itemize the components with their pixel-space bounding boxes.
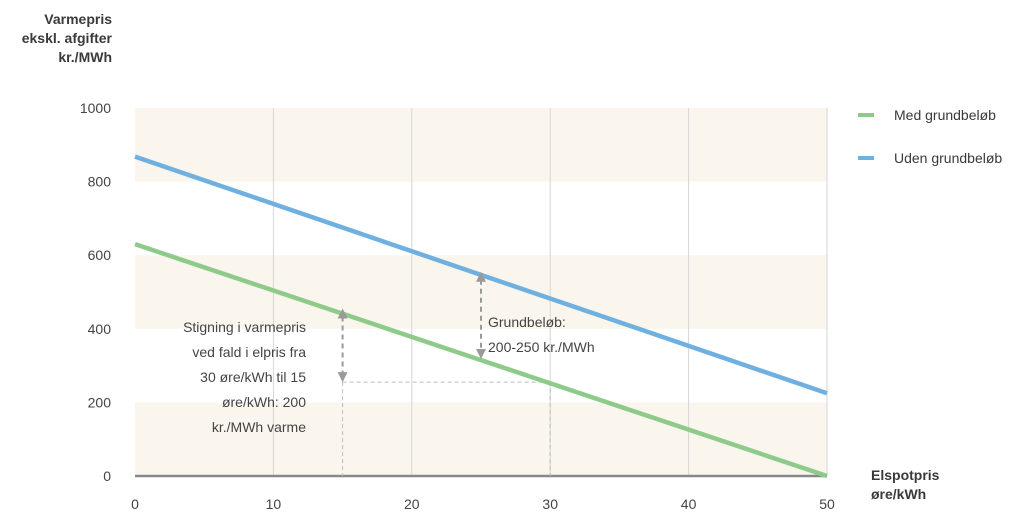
annotation-line: kr./MWh varme bbox=[211, 419, 306, 435]
arrow-head-icon bbox=[337, 308, 348, 319]
x-axis-label-line: øre/kWh bbox=[871, 486, 927, 502]
x-tick-label: 40 bbox=[681, 496, 697, 512]
y-tick-label: 1000 bbox=[80, 100, 111, 116]
x-tick-label: 10 bbox=[266, 496, 282, 512]
arrow-head-icon bbox=[476, 271, 486, 282]
y-tick-label: 0 bbox=[103, 468, 111, 484]
legend: Med grundbeløb Uden grundbeløb bbox=[858, 104, 1002, 190]
arrow-head-icon bbox=[337, 372, 348, 383]
y-tick-label: 800 bbox=[88, 174, 112, 190]
x-tick-label: 20 bbox=[404, 496, 420, 512]
legend-swatch-med bbox=[858, 113, 874, 117]
y-tick-label: 200 bbox=[88, 394, 112, 410]
legend-label-uden: Uden grundbeløb bbox=[894, 150, 1003, 166]
annotation-line: ved fald i elpris fra bbox=[192, 344, 306, 360]
x-axis-label-line: Elspotpris bbox=[871, 467, 940, 483]
x-tick-label: 30 bbox=[542, 496, 558, 512]
legend-item-med: Med grundbeløb bbox=[858, 104, 1002, 126]
arrow-head-icon bbox=[476, 348, 486, 359]
y-axis-label: Varmepris ekskl. afgifter kr./MWh bbox=[0, 10, 112, 67]
annotation-base-amount: Grundbeløb: 200-250 kr./MWh bbox=[488, 310, 658, 360]
annotation-price-increase: Stigning i varmepris ved fald i elpris f… bbox=[126, 315, 306, 440]
x-axis-label: Elspotpris øre/kWh bbox=[871, 466, 939, 504]
y-tick-label: 400 bbox=[88, 321, 112, 337]
annotation-line: 30 øre/kWh til 15 bbox=[200, 369, 306, 385]
annotation-line: 200-250 kr./MWh bbox=[488, 339, 595, 355]
annotation-line: øre/kWh: 200 bbox=[221, 394, 306, 410]
y-axis-label-line: kr./MWh bbox=[58, 49, 112, 65]
x-tick-label: 50 bbox=[819, 496, 835, 512]
y-tick-label: 600 bbox=[88, 247, 112, 263]
legend-item-uden: Uden grundbeløb bbox=[858, 147, 1002, 169]
annotation-line: Grundbeløb: bbox=[488, 314, 566, 330]
x-tick-label: 0 bbox=[131, 496, 139, 512]
y-axis-label-line: Varmepris bbox=[44, 11, 112, 27]
legend-label-med: Med grundbeløb bbox=[894, 107, 996, 123]
series-line bbox=[134, 242, 828, 479]
y-axis-label-line: ekskl. afgifter bbox=[21, 30, 112, 46]
legend-swatch-uden bbox=[858, 156, 874, 160]
annotation-line: Stigning i varmepris bbox=[183, 319, 306, 335]
grid-band bbox=[135, 108, 827, 182]
